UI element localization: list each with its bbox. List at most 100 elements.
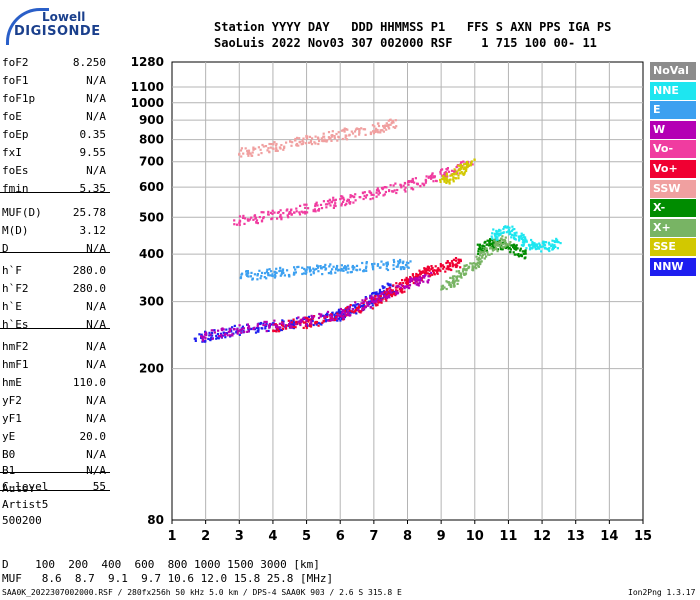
- echo-point-vo-: [410, 187, 413, 190]
- echo-point-x-: [497, 244, 500, 247]
- echo-point-e: [302, 272, 305, 275]
- echo-point-vo-: [305, 317, 308, 320]
- echo-point-w: [354, 301, 357, 304]
- echo-point-e: [401, 262, 404, 265]
- echo-point-nne: [528, 248, 532, 251]
- param-row-foes: foEs N/A: [2, 164, 106, 180]
- echo-point-vo-: [314, 210, 317, 213]
- param-key: B1: [2, 464, 16, 477]
- echo-point-vo-: [389, 293, 392, 296]
- echo-point-e: [385, 267, 388, 270]
- echo-point-x-: [501, 235, 504, 238]
- echo-point-ssw: [244, 147, 247, 150]
- echo-point-vo-: [238, 215, 242, 218]
- echo-point-nnw: [362, 304, 365, 308]
- echo-point-nnw: [221, 334, 224, 337]
- param-key: hmF1: [2, 358, 29, 371]
- echo-point-e: [239, 277, 242, 280]
- echo-point-w: [406, 286, 409, 289]
- echo-point-x-: [491, 242, 494, 245]
- distance-row: D 100 200 400 600 800 1000 1500 3000 [km…: [2, 558, 320, 571]
- echo-point-vo-: [385, 186, 388, 189]
- echo-point-ssw: [275, 147, 278, 150]
- echo-point-w: [213, 331, 216, 334]
- echo-point-w: [362, 300, 365, 303]
- echo-point-ssw: [387, 125, 390, 129]
- echo-point-vo-: [383, 193, 386, 196]
- echo-point-w: [406, 284, 409, 288]
- echo-point-vo-: [442, 173, 446, 176]
- echo-point-vo-: [435, 269, 438, 272]
- echo-point-nnw: [391, 291, 394, 294]
- echo-point-x-: [516, 247, 519, 250]
- echo-point-x-: [492, 241, 496, 244]
- y-tick-label: 200: [139, 362, 164, 376]
- echo-point-w: [342, 316, 345, 319]
- echo-point-nnw: [254, 331, 258, 334]
- echo-point-vo-: [362, 197, 365, 201]
- echo-point-vo-: [293, 211, 296, 214]
- echo-point-x-: [488, 240, 491, 243]
- echo-point-vo-: [301, 320, 304, 323]
- legend-item-w: W: [650, 120, 696, 139]
- echo-point-e: [286, 269, 289, 272]
- echo-point-vo-: [401, 284, 404, 288]
- echo-point-w: [330, 316, 333, 319]
- echo-point-x-: [448, 281, 451, 285]
- echo-point-ssw: [275, 142, 278, 146]
- echo-point-w: [361, 299, 364, 302]
- echo-point-x-: [475, 267, 478, 270]
- echo-point-w: [377, 295, 380, 299]
- echo-point-e: [339, 269, 342, 272]
- echo-point-w: [256, 323, 259, 326]
- echo-point-w: [262, 324, 265, 327]
- echo-point-e: [321, 273, 324, 276]
- echo-point-nnw: [378, 288, 382, 291]
- param-value: N/A: [86, 92, 106, 105]
- echo-point-e: [351, 266, 354, 269]
- echo-point-e: [315, 267, 318, 271]
- echo-point-vo-: [423, 267, 426, 270]
- echo-point-vo-: [399, 290, 402, 293]
- echo-point-ssw: [356, 127, 359, 130]
- echo-point-e: [385, 262, 388, 265]
- echo-point-w: [339, 313, 342, 316]
- echo-point-vo-: [349, 196, 352, 199]
- echo-point-nnw: [340, 317, 343, 321]
- echo-point-w: [288, 323, 291, 326]
- echo-point-ssw: [388, 127, 391, 130]
- echo-point-e: [329, 270, 332, 273]
- echo-point-sse: [448, 182, 451, 185]
- param-value: 110.0: [72, 376, 106, 389]
- echo-point-nne: [491, 232, 494, 235]
- echo-point-x-: [515, 248, 518, 251]
- echo-point-vo-: [390, 295, 394, 298]
- echo-point-w: [228, 328, 232, 331]
- echo-point-vo-: [385, 299, 388, 302]
- echo-point-w: [331, 318, 334, 321]
- echo-point-e: [351, 264, 354, 268]
- echo-point-sse: [453, 172, 456, 175]
- echo-point-nnw: [235, 330, 238, 333]
- echo-point-w: [248, 327, 251, 330]
- echo-point-vo-: [371, 197, 374, 200]
- echo-point-ssw: [328, 137, 331, 141]
- echo-point-vo-: [248, 218, 252, 221]
- echo-point-x-: [486, 239, 489, 242]
- echo-point-ssw: [317, 142, 320, 146]
- legend-item-ssw: SSW: [650, 179, 696, 198]
- echo-point-w: [388, 290, 391, 293]
- echo-point-ssw: [369, 132, 372, 136]
- echo-point-vo-: [379, 301, 383, 304]
- param-value: N/A: [86, 74, 106, 87]
- echo-point-nne: [530, 238, 533, 242]
- echo-point-w: [275, 325, 279, 328]
- echo-point-x-: [481, 256, 484, 259]
- echo-point-nnw: [364, 296, 367, 299]
- echo-point-w: [366, 303, 369, 306]
- echo-point-vo-: [325, 206, 328, 209]
- echo-point-nne: [531, 246, 534, 249]
- echo-point-ssw: [261, 143, 264, 147]
- param-value: 5.35: [79, 182, 107, 195]
- echo-point-vo-: [253, 214, 256, 217]
